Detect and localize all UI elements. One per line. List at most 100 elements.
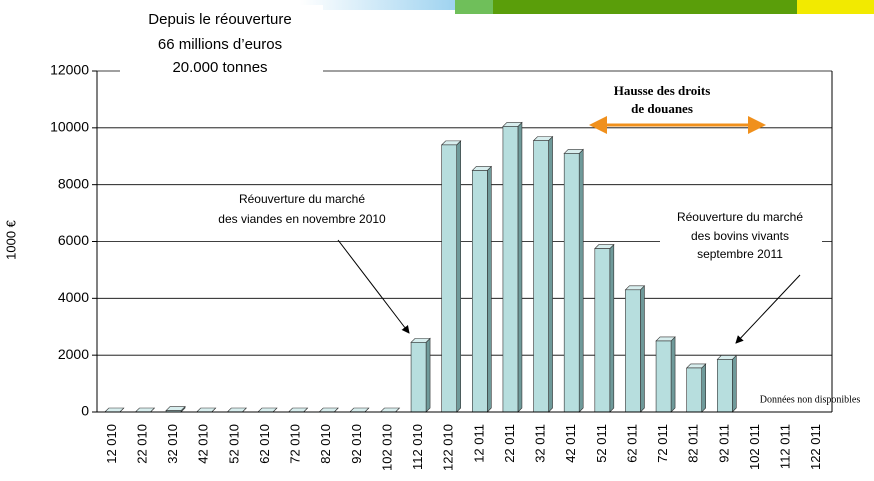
x-tick-label: 42 011 (563, 424, 578, 463)
bar-top (349, 407, 370, 413)
x-tick-label: 102 010 (379, 424, 394, 471)
deco-bar (300, 0, 455, 10)
bar-front (563, 153, 580, 413)
note-bg (660, 207, 822, 265)
cattle-note: septembre 2011 (697, 247, 783, 261)
cattle-arrow (735, 274, 801, 344)
bar (532, 135, 554, 413)
bar-front (502, 126, 519, 413)
bar-side (732, 354, 737, 413)
bar-top (379, 407, 401, 413)
bar-top (318, 407, 339, 413)
duty-note: de douanes (631, 101, 693, 116)
bar (134, 407, 156, 413)
duty-note: Hausse des droits (614, 83, 711, 98)
bar-top (226, 407, 248, 413)
bar (165, 405, 186, 413)
bar-side (578, 148, 584, 413)
x-tick-label: 92 010 (349, 424, 364, 464)
y-tick-label: 8000 (58, 175, 89, 191)
bar (624, 285, 646, 413)
x-tick-label: 32 011 (533, 424, 548, 463)
bar-top (287, 407, 309, 413)
x-tick-label: 62 011 (624, 424, 639, 463)
summary: 66 millions d’euros (158, 36, 282, 53)
bar-side (517, 121, 523, 413)
bar (563, 148, 584, 413)
x-tick-label: 112 010 (410, 424, 425, 470)
bar (349, 407, 370, 413)
x-tick-label: 32 010 (165, 424, 180, 464)
bar (410, 337, 431, 413)
y-tick-label: 4000 (58, 289, 89, 305)
y-tick-label: 10000 (50, 119, 89, 135)
bar (104, 407, 125, 413)
x-tick-label: 52 010 (226, 424, 241, 464)
y-tick-label: 2000 (58, 346, 89, 362)
bar-front (686, 367, 702, 413)
x-tick-label: 72 011 (655, 424, 670, 463)
y-tick-label: 12000 (50, 62, 89, 78)
meat-arrow (337, 239, 410, 334)
deco-bar (493, 0, 797, 14)
bar-front (594, 248, 611, 413)
bar (257, 407, 278, 413)
x-tick-label: 22 011 (502, 424, 517, 463)
bar (685, 363, 707, 413)
bar (318, 407, 339, 413)
x-tick-label: 112 011 (778, 424, 793, 469)
x-tick-label: 42 010 (196, 424, 211, 464)
bar (195, 407, 217, 413)
missing-note: Données non disponibles (760, 394, 861, 405)
bar-front (410, 342, 427, 413)
x-tick-label: 52 011 (594, 424, 609, 463)
bar (502, 121, 523, 413)
y-axis-label: 1000 € (3, 219, 18, 260)
x-tick-label: 82 010 (318, 424, 333, 464)
bar-side (640, 285, 645, 413)
bar-top (257, 407, 278, 413)
bar-side (670, 336, 676, 413)
bar (287, 407, 309, 413)
bar (594, 243, 615, 413)
summary: Depuis le réouverture (148, 11, 291, 28)
bar-top (134, 407, 156, 413)
bar-side (609, 243, 615, 413)
x-tick-label: 122 011 (808, 424, 823, 470)
x-tick-label: 12 011 (471, 424, 486, 463)
bar (440, 140, 462, 413)
summary: 20.000 tonnes (172, 59, 267, 76)
x-tick-label: 72 010 (288, 424, 303, 464)
bar-front (441, 144, 457, 413)
bar-side (701, 363, 706, 413)
bar-front (717, 359, 733, 413)
x-tick-label: 22 010 (134, 424, 149, 464)
bar-front (533, 140, 549, 413)
bar-side (487, 165, 492, 413)
summary-bg (120, 5, 323, 80)
x-tick-label: 12 010 (104, 424, 119, 464)
bar-front (472, 170, 488, 413)
bar-front (655, 340, 672, 413)
x-tick-label: 92 011 (716, 424, 731, 463)
y-tick-label: 6000 (58, 232, 89, 248)
plot: 0 2000 4000 6000 8000 10000 12000 12 010 22 010 3… (50, 62, 833, 471)
x-tick-label: 122 010 (441, 424, 456, 471)
bar (379, 407, 401, 413)
bar (226, 407, 248, 413)
bar-top (104, 407, 125, 413)
bar-side (548, 135, 553, 413)
bar-front (625, 289, 641, 413)
bar (471, 165, 493, 413)
x-tick-label: 62 010 (257, 424, 272, 464)
bar (716, 354, 738, 413)
deco-bar (797, 0, 874, 14)
deco-bar (455, 0, 493, 14)
x-tick-label: 102 011 (747, 424, 762, 470)
bar-side (456, 140, 461, 413)
meat-note: des viandes en novembre 2010 (218, 212, 386, 226)
bar (655, 336, 676, 413)
cattle-note: Réouverture du marché (677, 210, 803, 224)
note-bg (210, 190, 400, 230)
